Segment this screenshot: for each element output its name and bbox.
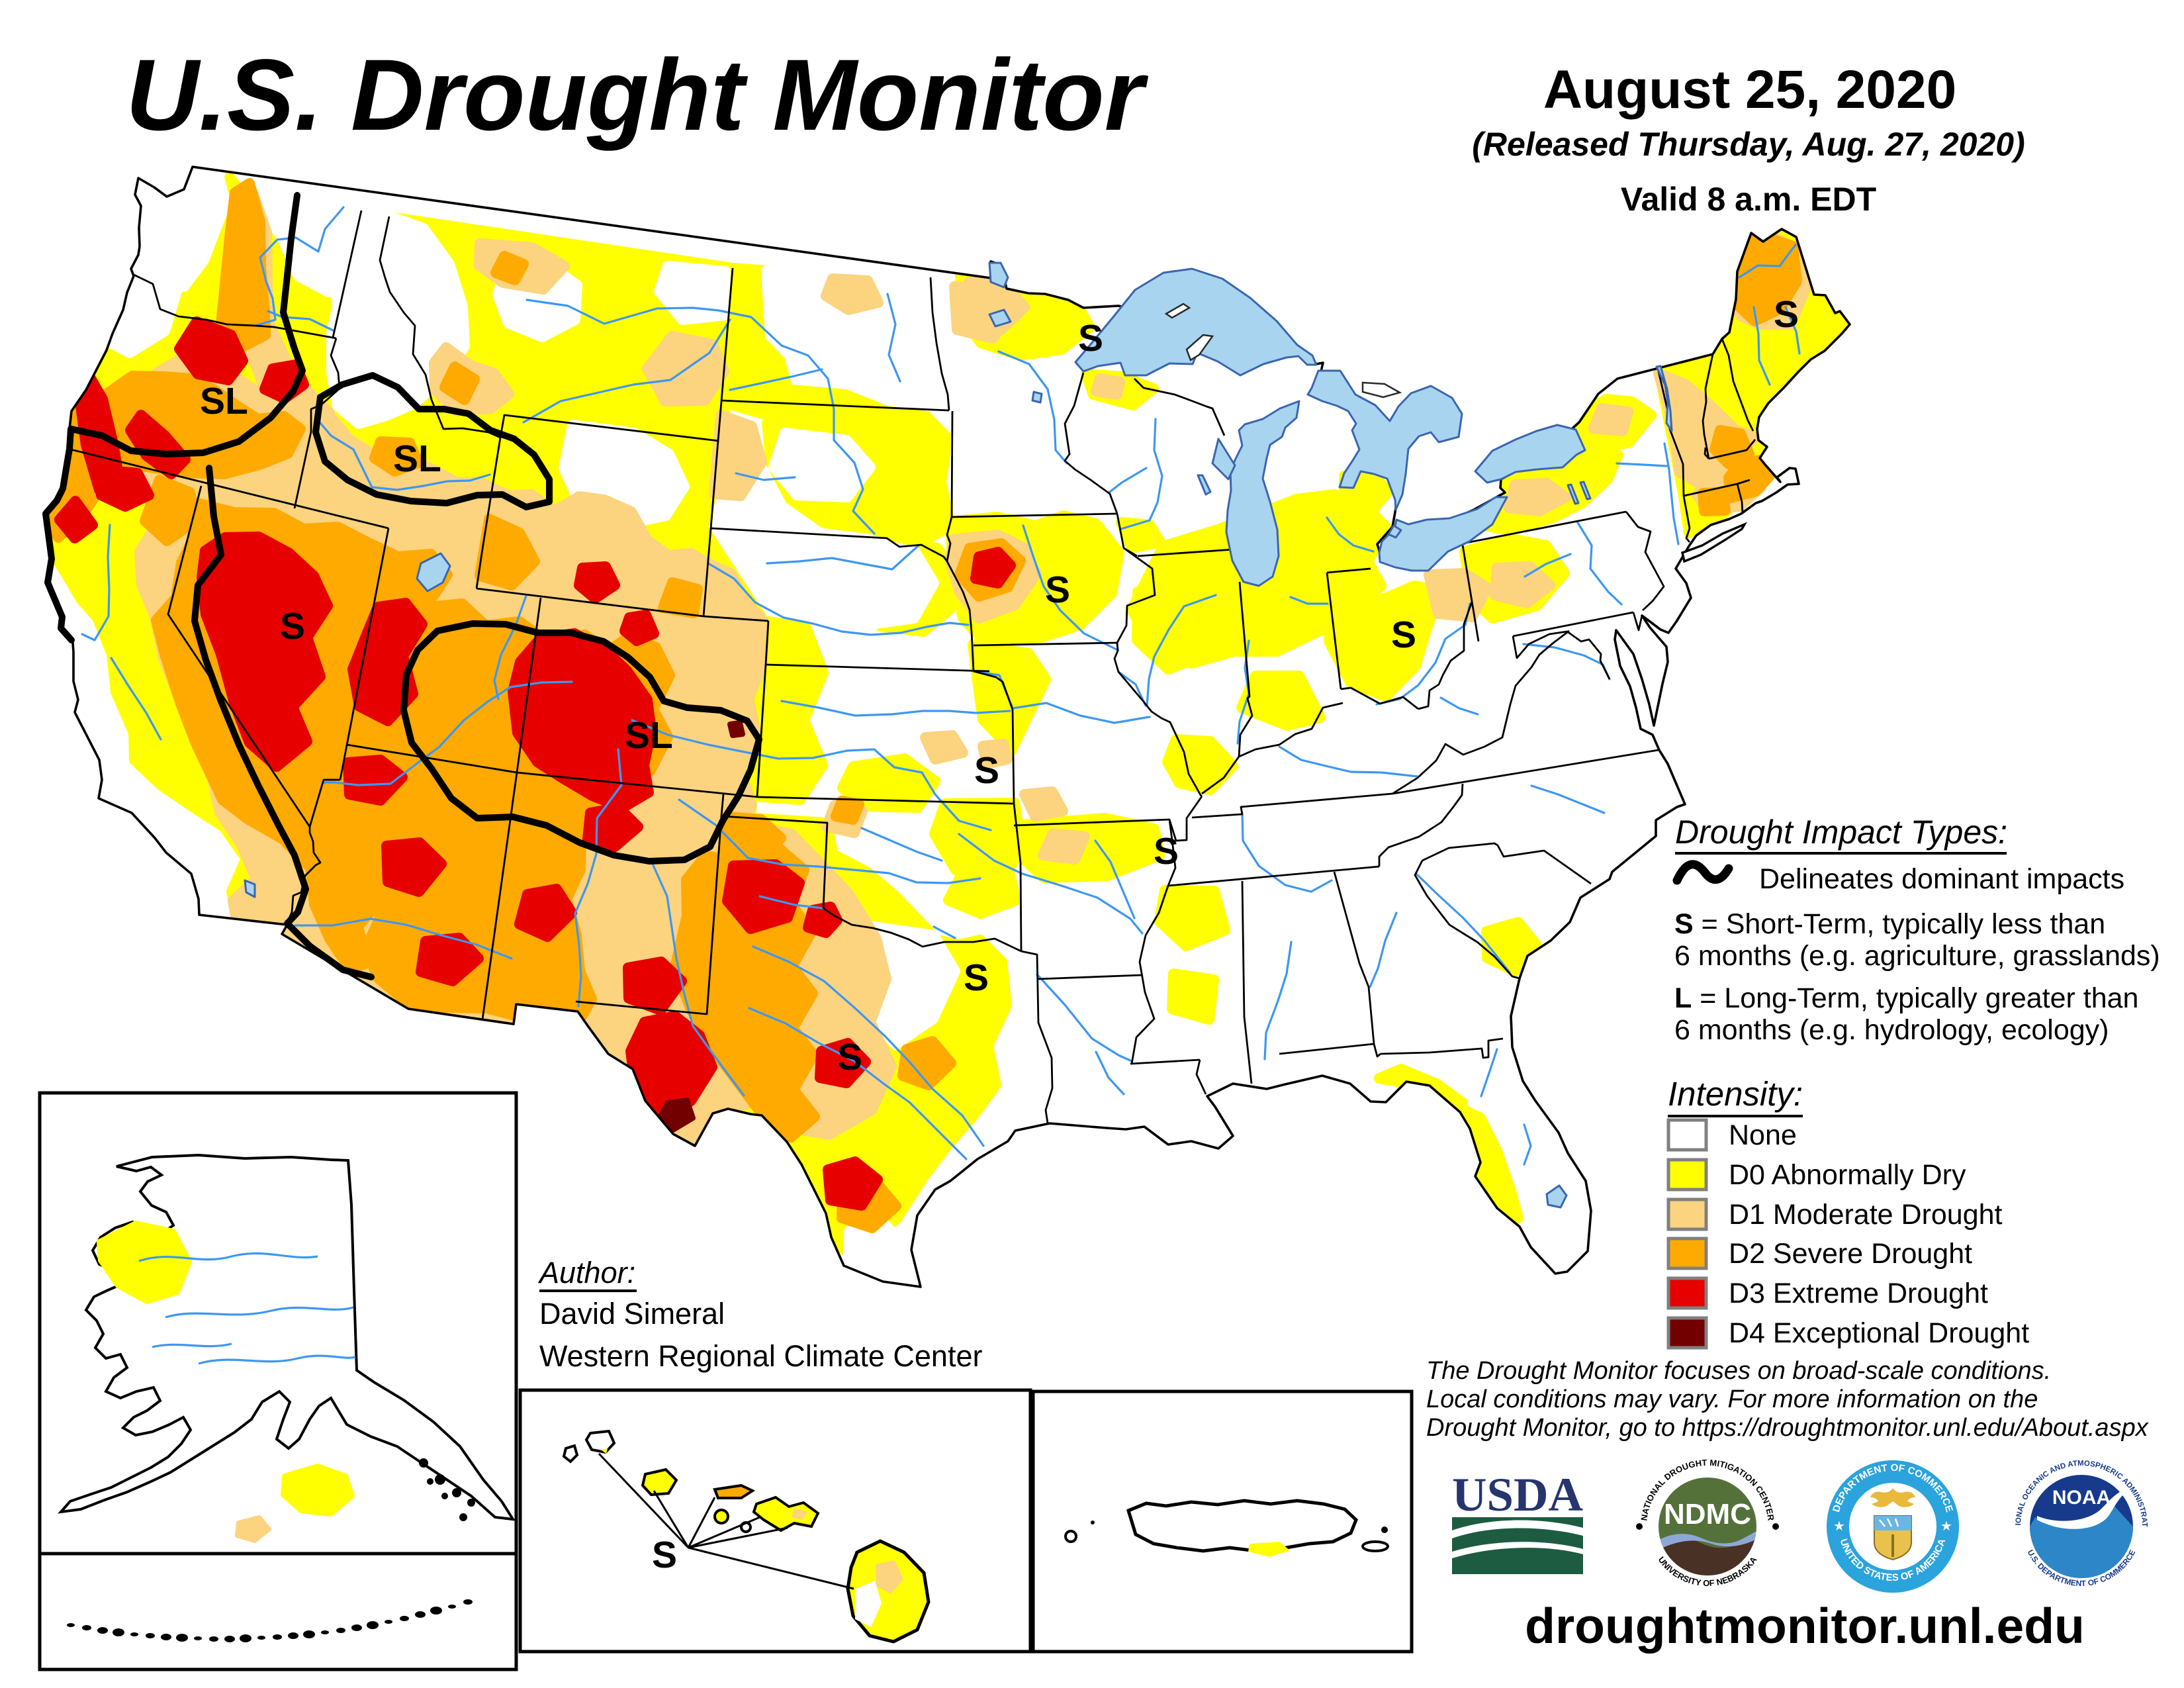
svg-text:SL: SL	[200, 380, 248, 422]
svg-text:S: S	[280, 605, 305, 647]
svg-text:Drought Impact Types:: Drought Impact Types:	[1675, 814, 2007, 851]
svg-text:Intensity:: Intensity:	[1668, 1075, 1803, 1113]
svg-text:S: S	[974, 749, 999, 792]
svg-text:NOAA: NOAA	[2052, 1487, 2111, 1509]
svg-text:D3 Extreme Drought: D3 Extreme Drought	[1729, 1278, 1988, 1309]
svg-text:S: S	[837, 1036, 862, 1078]
svg-text:6 months (e.g. agriculture, gr: 6 months (e.g. agriculture, grasslands)	[1674, 940, 2160, 972]
svg-text:S: S	[652, 1534, 677, 1576]
svg-text:S: S	[1078, 317, 1103, 359]
svg-text:Author:: Author:	[537, 1256, 635, 1289]
svg-text:Drought Monitor, go to https:/: Drought Monitor, go to https://droughtmo…	[1426, 1414, 2150, 1442]
svg-text:Delineates dominant impacts: Delineates dominant impacts	[1759, 863, 2124, 895]
svg-text:S: S	[1391, 614, 1416, 656]
svg-text:D1 Moderate Drought: D1 Moderate Drought	[1729, 1199, 2003, 1231]
svg-text:D0 Abnormally Dry: D0 Abnormally Dry	[1729, 1159, 1966, 1191]
svg-text:USDA: USDA	[1452, 1468, 1583, 1521]
svg-text:D4 Exceptional Drought: D4 Exceptional Drought	[1729, 1317, 2029, 1349]
svg-text:None: None	[1729, 1119, 1797, 1151]
svg-text:S = Short-Term, typically less: S = Short-Term, typically less than	[1674, 908, 2105, 940]
svg-text:6 months (e.g. hydrology, ecol: 6 months (e.g. hydrology, ecology)	[1674, 1014, 2109, 1046]
svg-text:SL: SL	[625, 714, 673, 757]
svg-text:NDMC: NDMC	[1664, 1498, 1751, 1530]
svg-text:David Simeral: David Simeral	[539, 1297, 725, 1331]
svg-text:L = Long-Term, typically great: L = Long-Term, typically greater than	[1674, 982, 2138, 1014]
svg-text:Western Regional Climate Cente: Western Regional Climate Center	[539, 1339, 982, 1373]
svg-text:Local conditions may vary. For: Local conditions may vary. For more info…	[1426, 1385, 2038, 1413]
svg-text:S: S	[1045, 569, 1070, 611]
svg-text:S: S	[1774, 293, 1799, 336]
svg-text:U.S. Drought Monitor: U.S. Drought Monitor	[126, 38, 1149, 152]
svg-text:SL: SL	[393, 438, 441, 480]
svg-text:August 25, 2020: August 25, 2020	[1543, 60, 1956, 120]
svg-text:S: S	[1154, 830, 1179, 872]
svg-text:★: ★	[1833, 1519, 1845, 1534]
svg-text:(Released Thursday, Aug. 27, 2: (Released Thursday, Aug. 27, 2020)	[1472, 126, 2025, 163]
svg-text:Valid 8 a.m. EDT: Valid 8 a.m. EDT	[1621, 181, 1876, 218]
svg-text:★: ★	[1940, 1519, 1952, 1534]
svg-text:D2 Severe Drought: D2 Severe Drought	[1729, 1238, 1972, 1270]
svg-text:S: S	[964, 957, 989, 999]
svg-text:The Drought Monitor focuses on: The Drought Monitor focuses on broad-sca…	[1426, 1357, 2051, 1385]
svg-text:droughtmonitor.unl.edu: droughtmonitor.unl.edu	[1525, 1598, 2085, 1654]
